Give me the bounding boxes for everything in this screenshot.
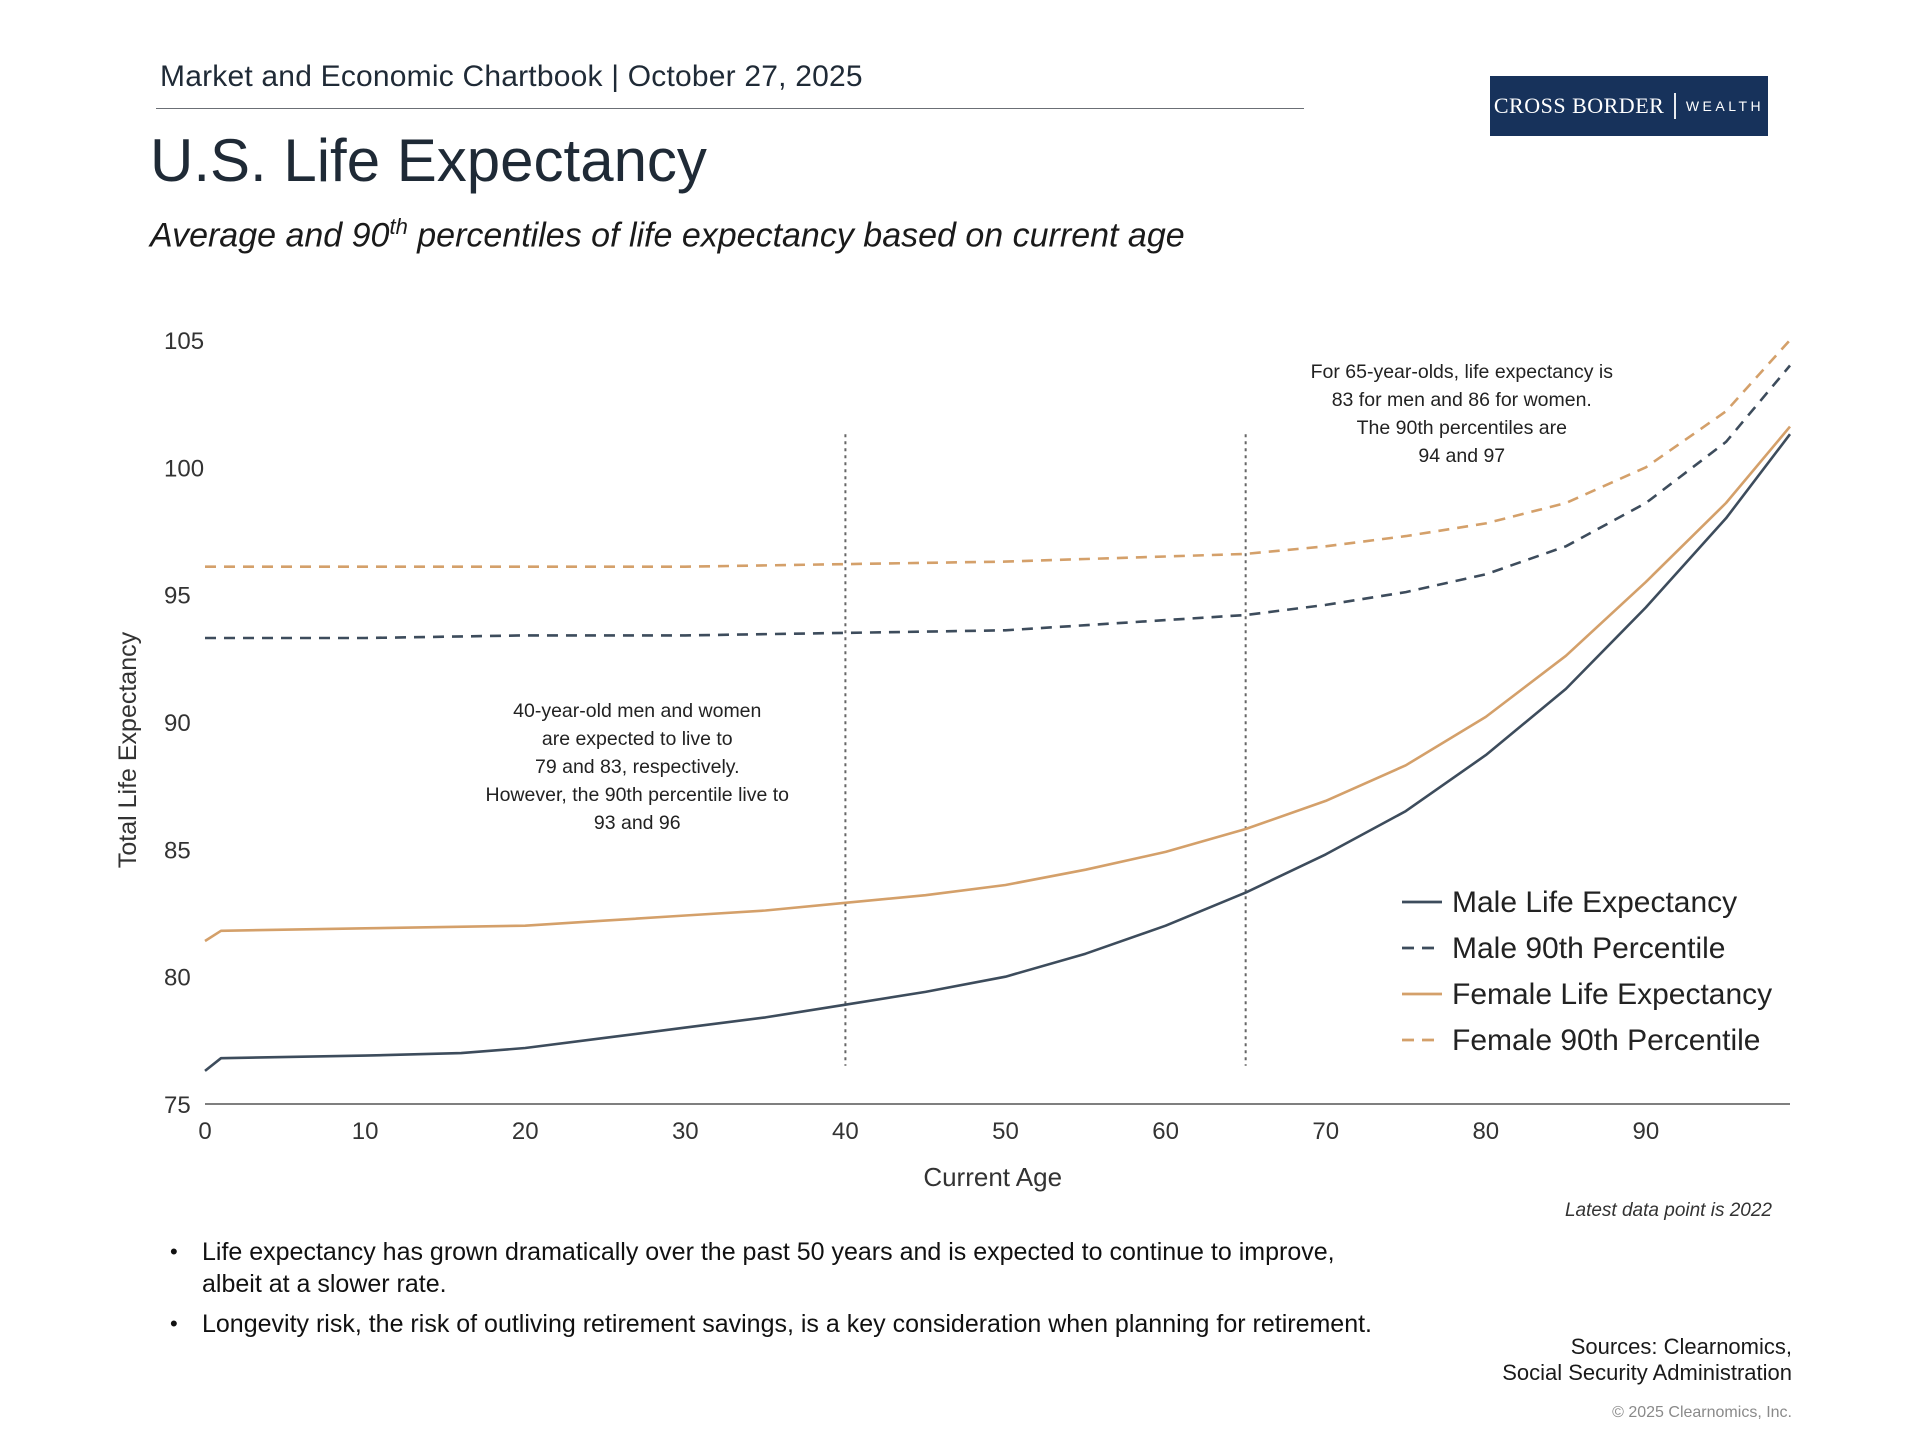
subtitle-pre: Average and 90 — [150, 216, 390, 255]
y-tick-label: 95 — [164, 583, 191, 610]
page-subtitle: Average and 90th percentiles of life exp… — [150, 214, 1185, 255]
bullet-item: • Life expectancy has grown dramatically … — [160, 1236, 1380, 1300]
x-tick-label: 80 — [1472, 1118, 1499, 1145]
annotation-text-line: 94 and 97 — [1418, 445, 1505, 467]
brand-logo: CROSS BORDER WEALTH — [1490, 76, 1768, 136]
x-axis-title: Current Age — [923, 1162, 1062, 1192]
chartbook-header: Market and Economic Chartbook | October … — [160, 60, 863, 93]
series-line-female-life-expectancy — [204, 425, 1791, 943]
bullet-text: Life expectancy has grown dramatically o… — [202, 1238, 1335, 1298]
legend-label: Male Life Expectancy — [1452, 886, 1737, 919]
subtitle-post: percentiles of life expectancy based on … — [407, 216, 1185, 255]
latest-data-note: Latest data point is 2022 — [1564, 1200, 1772, 1221]
y-tick-label: 105 — [164, 328, 204, 355]
bullet-item: • Longevity risk, the risk of outliving r… — [160, 1308, 1380, 1340]
x-tick-label: 10 — [352, 1118, 379, 1145]
x-tick-label: 20 — [512, 1118, 539, 1145]
sources: Sources: Clearnomics, Social Security Ad… — [1502, 1334, 1792, 1386]
header-divider — [156, 108, 1304, 109]
series-line-male-life-expectancy — [204, 433, 1792, 1072]
y-tick-label: 100 — [164, 455, 204, 482]
annotation-text-line: are expected to live to — [542, 728, 733, 750]
sources-line-1: Sources: Clearnomics, — [1570, 1334, 1792, 1359]
x-tick-label: 50 — [992, 1118, 1019, 1145]
legend-label: Male 90th Percentile — [1452, 932, 1726, 965]
x-tick-label: 30 — [672, 1118, 699, 1145]
y-tick-label: 90 — [164, 710, 191, 737]
bullet-dot: • — [170, 1239, 178, 1264]
series-line-male-90th-percentile — [205, 364, 1791, 640]
x-tick-label: 70 — [1312, 1118, 1339, 1145]
brand-name: CROSS BORDER — [1493, 93, 1665, 118]
y-tick-label: 80 — [164, 965, 191, 992]
bullet-text: Longevity risk, the risk of outliving re… — [202, 1310, 1373, 1338]
legend-label: Female Life Expectancy — [1452, 978, 1772, 1011]
y-tick-label: 75 — [164, 1092, 191, 1119]
bullet-list: • Life expectancy has grown dramatically … — [160, 1236, 1380, 1348]
y-tick-label: 85 — [164, 837, 191, 864]
annotation-text-line: The 90th percentiles are — [1357, 417, 1567, 439]
x-tick-label: 40 — [832, 1118, 859, 1145]
brand-sub: WEALTH — [1685, 98, 1765, 114]
sources-line-2: Social Security Administration — [1502, 1360, 1792, 1385]
annotation-text-line: 93 and 96 — [594, 812, 681, 834]
page-title: U.S. Life Expectancy — [150, 127, 707, 194]
subtitle-sup: th — [389, 214, 408, 239]
annotation-text-line: 79 and 83, respectively. — [535, 756, 740, 778]
x-tick-label: 60 — [1152, 1118, 1179, 1145]
bullet-dot: • — [170, 1311, 178, 1336]
y-axis-title: Total Life Expectancy — [114, 631, 142, 868]
annotation-text-line: However, the 90th percentile live to — [486, 784, 790, 806]
legend-label: Female 90th Percentile — [1452, 1024, 1761, 1057]
annotation-text-line: For 65-year-olds, life expectancy is — [1311, 361, 1614, 383]
copyright: © 2025 Clearnomics, Inc. — [1612, 1404, 1792, 1421]
x-tick-label: 0 — [198, 1118, 211, 1145]
brand-separator — [1674, 93, 1676, 119]
life-expectancy-chart: 75 80 85 90 95 100 105 0 10 20 30 40 50 60 70 80 90 Curre… — [114, 328, 1792, 1192]
annotation-text-line: 83 for men and 86 for women. — [1332, 389, 1592, 411]
series-line-female-90th-percentile — [205, 339, 1791, 568]
x-tick-label: 90 — [1633, 1118, 1660, 1145]
annotation-text-line: 40-year-old men and women — [513, 700, 761, 722]
